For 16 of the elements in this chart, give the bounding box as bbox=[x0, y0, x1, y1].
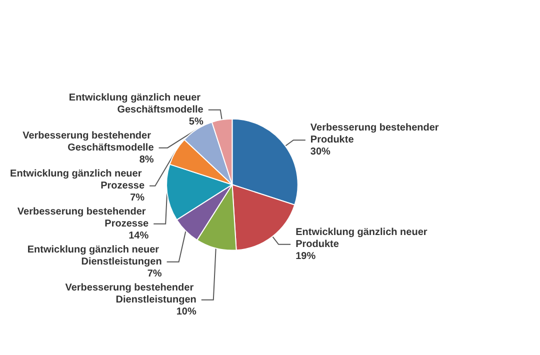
data-label: 30% bbox=[310, 146, 331, 158]
slice-label: Entwicklung gänzlich neuer Prozesse bbox=[10, 168, 145, 192]
data-label: 7% bbox=[147, 268, 162, 280]
slice-label: Entwicklung gänzlich neuer Dienstleistungen bbox=[27, 244, 162, 268]
data-label: 14% bbox=[128, 230, 149, 242]
data-label: 7% bbox=[130, 192, 145, 204]
data-label: 5% bbox=[188, 116, 204, 128]
slice-label: Entwicklung gänzlich neuer Produkte bbox=[296, 226, 430, 250]
data-label: 8% bbox=[139, 154, 154, 166]
slice-label: Verbesserung bestehender Dienstleistungen bbox=[65, 282, 196, 306]
data-label: 19% bbox=[296, 250, 316, 262]
slice-label: Entwicklung gänzlich neuer Geschäftsmodelle bbox=[68, 92, 204, 116]
slice-label: Verbesserung bestehender Produkte bbox=[310, 122, 442, 146]
data-label: 10% bbox=[176, 306, 196, 318]
slice-label: Verbesserung bestehender Prozesse bbox=[17, 206, 150, 230]
slice-label: Verbesserung bestehender Geschäftsmodelle bbox=[22, 130, 154, 154]
